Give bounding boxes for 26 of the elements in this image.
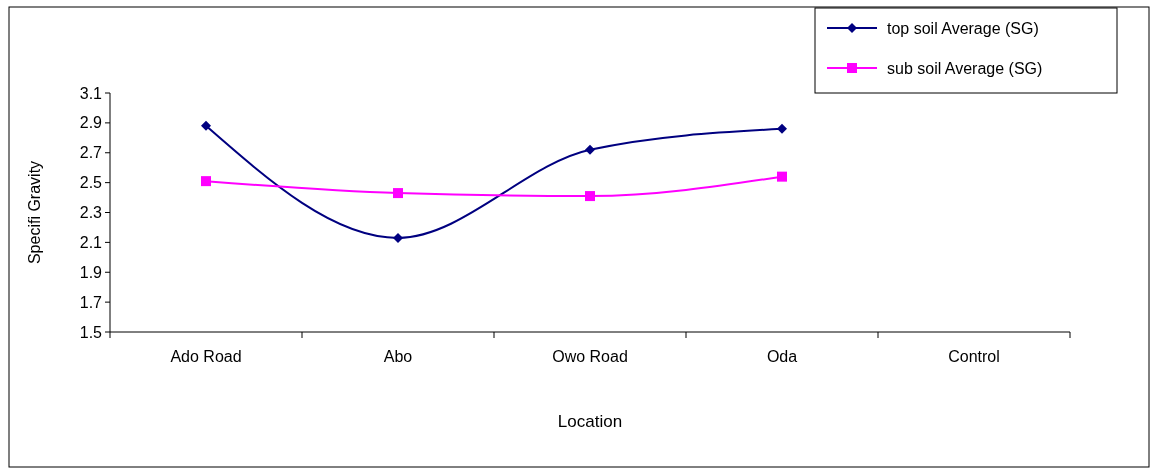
point [201,120,211,131]
y-tick-label: 2.5 [79,174,103,192]
point [585,191,595,202]
y-tick-label: 2.1 [79,233,103,251]
y-tick-label: 2.9 [79,114,103,132]
legend-label: top soil Average (SG) [887,19,1039,37]
x-axis-title: Location [557,412,623,431]
y-tick-label: 1.9 [79,263,103,281]
point [393,188,403,199]
y-tick-label: 3.1 [79,84,103,102]
point [777,123,787,134]
y-tick-label: 2.7 [79,144,103,162]
point [777,171,787,182]
y-tick-label: 1.7 [79,293,103,311]
point [201,176,211,187]
x-tick-label: Oda [766,348,798,365]
y-tick-label: 1.5 [79,323,103,341]
x-tick-label: Abo [383,348,413,365]
legend-label: sub soil Average (SG) [887,59,1043,77]
y-tick-label: 2.3 [79,204,103,222]
y-axis-title: Specifi Gravity [26,160,43,265]
x-tick-label: Owo Road [552,348,628,365]
point [585,144,595,155]
point [393,232,403,243]
x-tick-label: Ado Road [170,348,242,365]
x-tick-label: Control [948,348,1000,365]
